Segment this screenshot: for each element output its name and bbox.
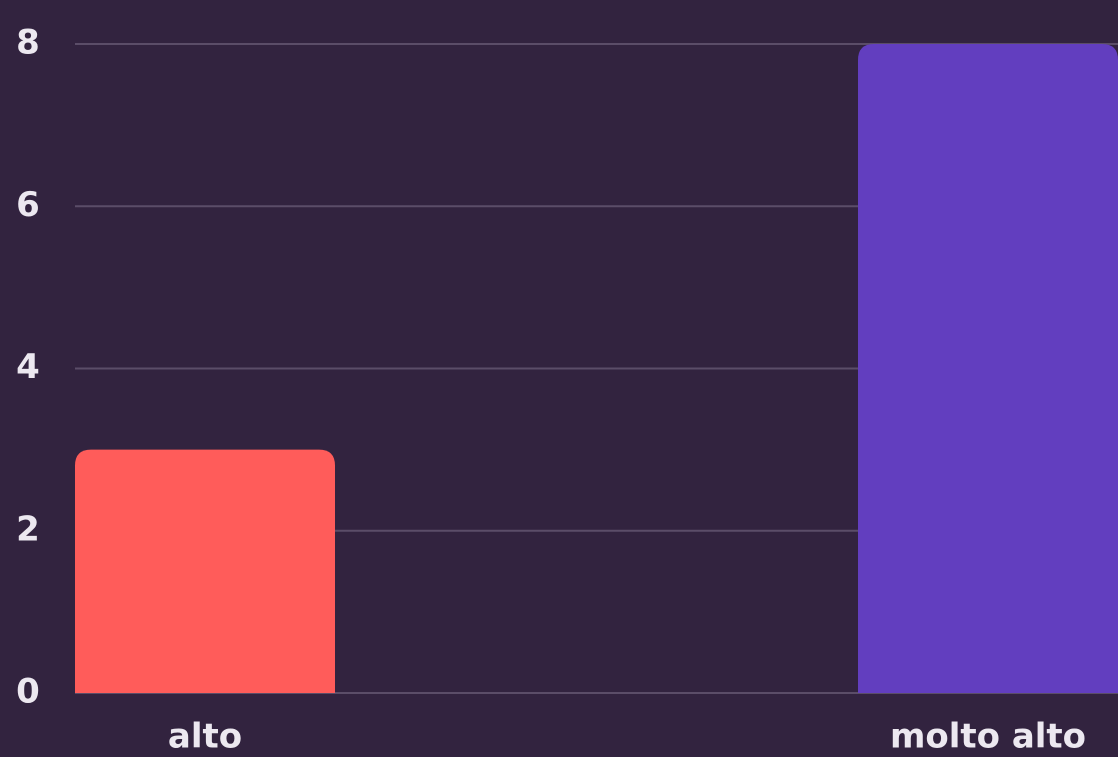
y-tick-label: 6 [16, 185, 40, 225]
y-tick-label: 8 [16, 23, 40, 63]
bars [75, 44, 1118, 693]
bar [75, 449, 335, 693]
y-tick-label: 2 [16, 509, 40, 549]
bar [858, 44, 1118, 693]
labels: 0 2 4 6 8 alto molto alto [16, 23, 1086, 757]
y-tick-label: 4 [16, 347, 40, 387]
x-tick-label: molto alto [890, 717, 1086, 757]
y-tick-label: 0 [16, 672, 40, 712]
x-tick-label: alto [168, 717, 242, 757]
